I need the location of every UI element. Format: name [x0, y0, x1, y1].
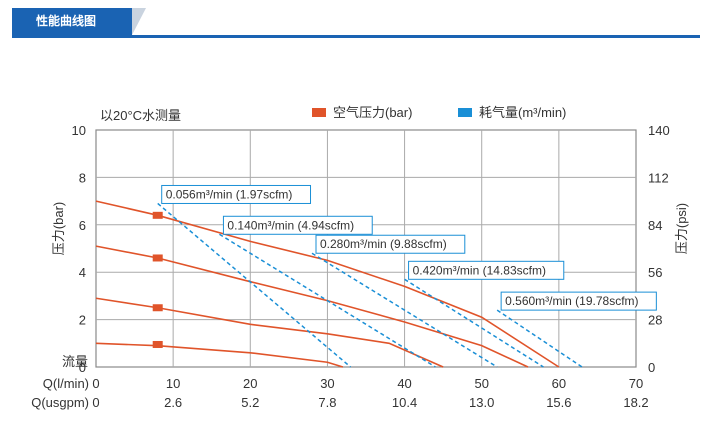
air-consumption-curve [219, 233, 436, 368]
air-curve-label-box [315, 234, 466, 254]
chart-labels: 0246810028568411214000102.6205.2307.8401… [31, 105, 689, 410]
pressure-marker [152, 340, 163, 348]
air-curve-label-box [408, 260, 565, 280]
x-tick-label: 40 [397, 376, 411, 391]
chart-note: 以20°C水测量 [100, 108, 181, 123]
legend-label: 空气压力(bar) [333, 105, 412, 120]
air-curve-label: 0.280m³/min (9.88scfm) [320, 237, 447, 251]
y-tick-label-psi: 28 [648, 313, 662, 328]
x-tick-label: 60 [552, 376, 566, 391]
y-tick-label: 0 [79, 360, 86, 375]
air-curve-label-box [222, 215, 373, 235]
air-consumption-curve [404, 278, 544, 368]
x-axis-label-usgpm: Q(usgpm) [31, 395, 89, 410]
air-curve-label: 0.140m³/min (4.94scfm) [227, 218, 354, 232]
x-tick-label-usgpm: 0 [92, 395, 99, 410]
air-consumption-curve [496, 309, 583, 368]
y-tick-label-psi: 112 [648, 170, 669, 185]
y-tick-label: 10 [72, 123, 86, 138]
flow-label: 流量 [62, 354, 88, 369]
y-tick-label-psi: 140 [648, 123, 670, 138]
x-tick-label: 50 [474, 376, 488, 391]
pressure-marker [152, 304, 163, 312]
section-divider [12, 35, 700, 38]
x-tick-label-usgpm: 5.2 [241, 395, 259, 410]
y-tick-label-psi: 0 [648, 360, 655, 375]
air-curve-label: 0.560m³/min (19.78scfm) [505, 294, 638, 308]
air-curve-label: 0.056m³/min (1.97scfm) [166, 187, 293, 201]
pressure-curve [95, 297, 444, 368]
pressure-curve [95, 342, 344, 368]
plot-frame [95, 129, 637, 368]
air-consumption-curve [157, 202, 352, 368]
legend-swatch [312, 108, 326, 117]
x-tick-label-usgpm: 2.6 [164, 395, 182, 410]
x-tick-label-usgpm: 7.8 [318, 395, 336, 410]
x-tick-label-usgpm: 15.6 [546, 395, 571, 410]
air-consumption-curve [311, 252, 498, 368]
air-curve-label-box [500, 291, 657, 311]
x-tick-label: 30 [320, 376, 334, 391]
y-axis-label-left: 压力(bar) [51, 202, 66, 255]
y-tick-label: 8 [79, 170, 86, 185]
x-tick-label-usgpm: 10.4 [392, 395, 417, 410]
y-tick-label-psi: 56 [648, 265, 662, 280]
y-tick-label: 6 [79, 218, 86, 233]
air-curve-label-box [161, 184, 312, 204]
x-tick-label: 20 [243, 376, 257, 391]
chart-curves: 0.056m³/min (1.97scfm) 0.140m³/min (4.94s… [95, 184, 657, 368]
x-tick-label-usgpm: 13.0 [469, 395, 494, 410]
air-curve-label: 0.420m³/min (14.83scfm) [413, 263, 546, 277]
y-axis-label-right: 压力(psi) [674, 203, 689, 254]
y-tick-label-psi: 84 [648, 218, 662, 233]
legend-swatch [458, 108, 472, 117]
pressure-marker [152, 254, 163, 262]
x-tick-label: 70 [629, 376, 643, 391]
x-axis-label-lmin: Q(l/min) [43, 376, 89, 391]
y-tick-label: 2 [79, 313, 86, 328]
section-title: 性能曲线图 [12, 8, 132, 35]
pressure-marker [152, 211, 163, 219]
y-tick-label: 4 [79, 265, 86, 280]
x-tick-label: 0 [92, 376, 99, 391]
x-tick-label-usgpm: 18.2 [623, 395, 648, 410]
x-tick-label: 10 [166, 376, 180, 391]
legend-label: 耗气量(m³/min) [479, 105, 566, 120]
